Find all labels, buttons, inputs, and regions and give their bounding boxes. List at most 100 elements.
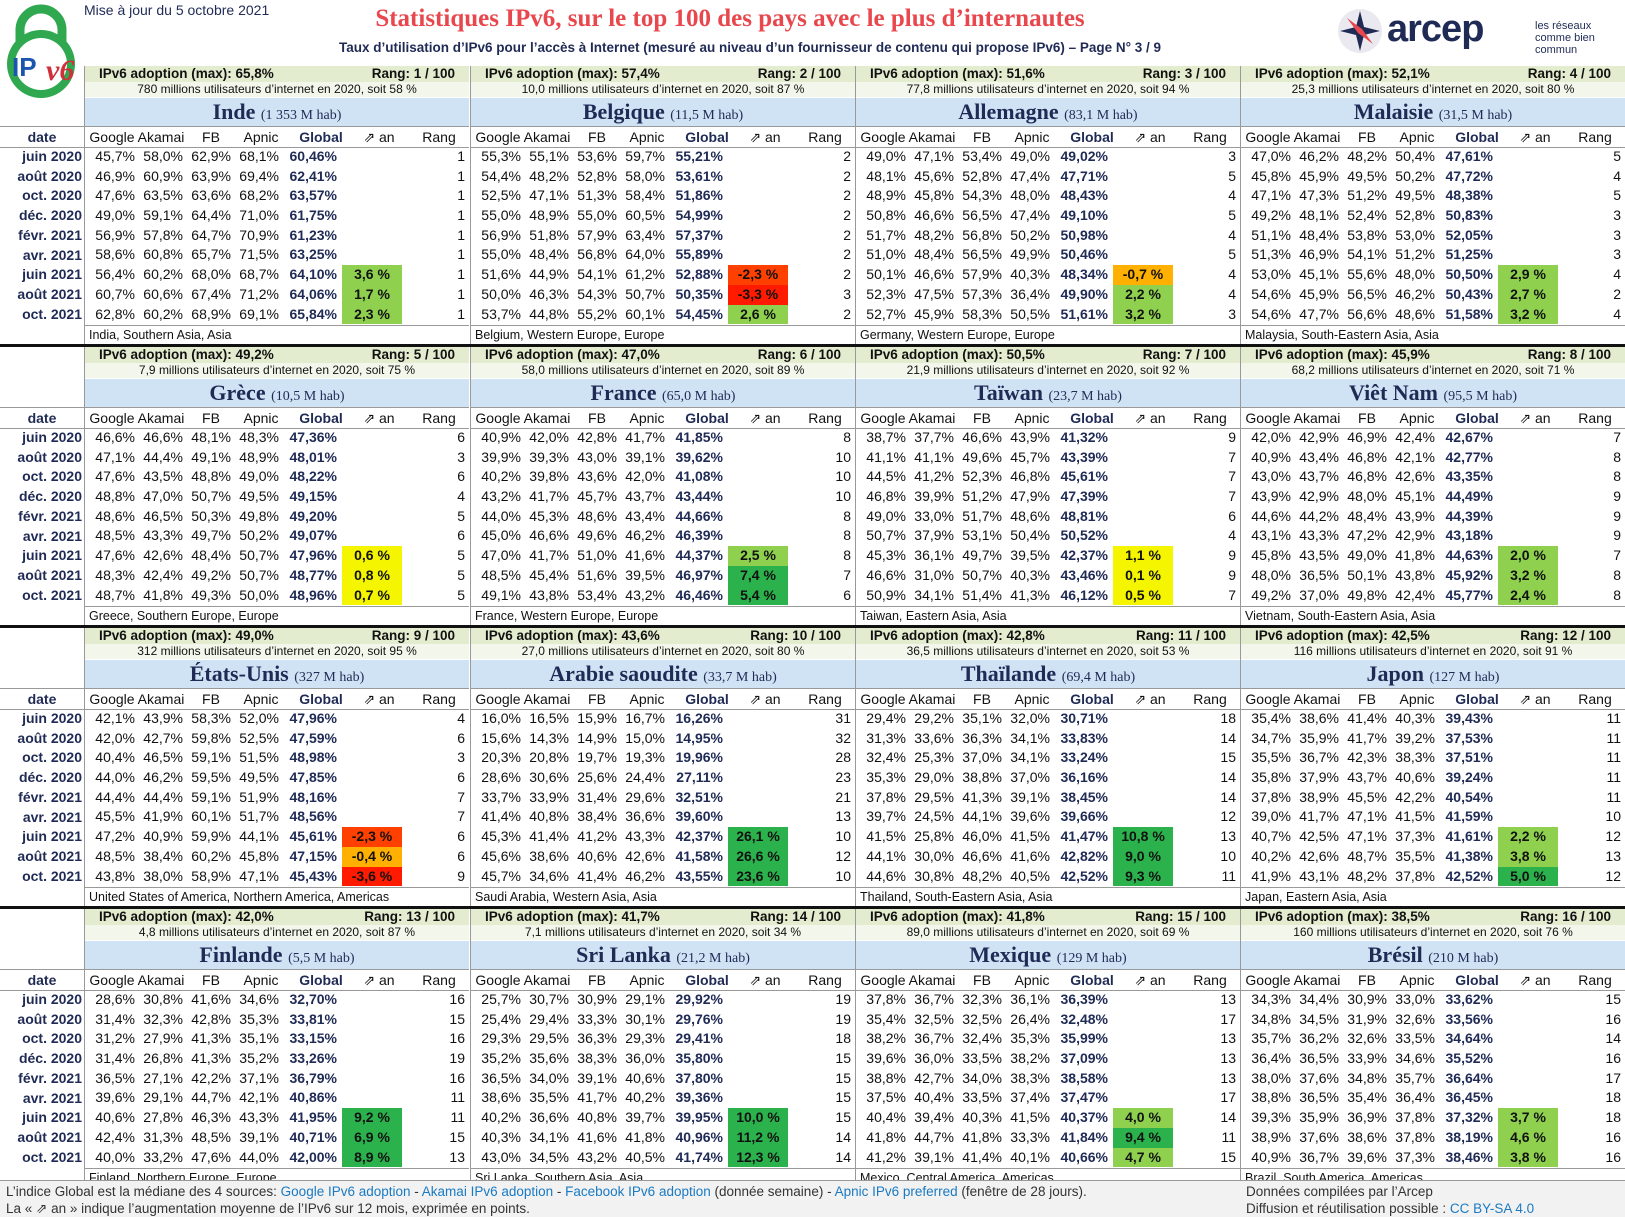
cell-rank: 18 [1220,710,1236,726]
cell-rank: 15 [1605,991,1621,1007]
cell-global: 61,23% [289,226,337,243]
column-header-row: Google Akamai FB Apnic Global ⇗ an Rang [1241,969,1625,991]
cell-akamai: 34,4% [1299,991,1339,1007]
cell-global: 48,34% [1060,266,1108,283]
table-row: 40,2% 36,6% 40,8% 39,7% 39,95% 10,0 % 15 [471,1108,855,1128]
country-rank: Rang: 13 / 100 [364,909,455,924]
date-cell: déc. 2020 [18,207,82,224]
cell-global: 48,22% [289,468,337,485]
cell-apnic: 19,3% [625,749,665,766]
cell-google: 33,7% [481,788,521,805]
table-row: 31,3% 33,6% 36,3% 34,1% 33,83% 14 [856,729,1240,749]
country-card: IPv6 adoption (max): 42,0% Rang: 13 / 100… [84,909,469,1187]
cell-google: 54,6% [1251,305,1291,322]
cell-fb: 41,7% [577,1089,617,1106]
table-row: 39,3% 35,9% 36,9% 37,8% 37,32% 3,7 % 18 [1241,1108,1625,1128]
cell-akamai: 30,7% [529,991,569,1007]
cell-global: 47,96% [289,710,337,726]
country-region: Malaysia, South-Eastern Asia, Asia [1241,325,1625,344]
license-link[interactable]: CC BY-SA 4.0 [1449,1201,1535,1216]
cell-akamai: 36,5% [1299,1089,1339,1106]
internet-users: 89,0 millions utilisateurs d’internet en… [856,925,1240,940]
cell-global: 46,12% [1060,586,1108,603]
cell-akamai: 35,6% [529,1050,569,1067]
adoption-max: IPv6 adoption (max): 42,5% [1255,628,1430,643]
cell-rank: 1 [457,305,465,322]
date-cell: juin 2021 [22,828,82,845]
cell-rank: 3 [457,448,465,465]
apnic-link[interactable]: Apnic IPv6 preferred [834,1184,958,1199]
cell-akamai: 29,4% [529,1010,569,1027]
cell-global: 65,84% [289,305,337,322]
country-rank: Rang: 7 / 100 [1142,347,1226,362]
cell-akamai: 41,7% [1299,808,1339,825]
akamai-link[interactable]: Akamai IPv6 adoption [421,1184,554,1199]
cell-rank: 12 [1605,867,1621,884]
cell-google: 52,7% [866,305,906,322]
cell-global: 47,39% [1060,488,1108,505]
cell-global: 39,60% [675,808,723,825]
google-link[interactable]: Google IPv6 adoption [280,1184,411,1199]
adoption-bar: IPv6 adoption (max): 50,5% Rang: 7 / 100 [856,347,1240,363]
column-header-evol: ⇗ an [1134,972,1166,988]
cell-global: 37,47% [1060,1089,1108,1106]
cell-rank: 2 [1613,285,1621,302]
cell-google: 38,9% [1251,1128,1291,1145]
country-name: Finlande [199,942,283,967]
cell-akamai: 43,5% [143,468,183,485]
cell-akamai: 42,7% [143,729,183,746]
cell-apnic: 41,3% [1010,586,1050,603]
cell-akamai: 27,9% [143,1030,183,1047]
cell-fb: 49,3% [191,586,231,603]
cell-global: 44,39% [1445,507,1493,524]
cell-global: 45,61% [289,828,337,845]
arcep-logo: arcep les réseaux comme bien commun [1335,6,1615,56]
cell-fb: 62,9% [191,148,231,164]
cell-global: 41,84% [1060,1128,1108,1145]
cell-fb: 43,7% [1347,769,1387,786]
cell-google: 38,8% [866,1069,906,1086]
cell-fb: 48,2% [962,867,1002,884]
internet-users: 116 millions utilisateurs d’internet en … [1241,644,1625,659]
country-name: Belgique [582,99,665,124]
country-population: (210 M hab) [1428,951,1499,966]
cell-google: 49,2% [1251,207,1291,224]
cell-global: 48,16% [289,788,337,805]
cell-apnic: 51,9% [239,788,279,805]
cell-akamai: 39,4% [914,1109,954,1126]
cell-akamai: 25,8% [914,828,954,845]
facebook-link[interactable]: Facebook IPv6 adoption [565,1184,711,1199]
column-header-rank: Rang [1578,691,1612,707]
column-header-google: Google [89,691,135,707]
cell-google: 42,4% [95,1128,135,1145]
table-row: 40,0% 33,2% 47,6% 44,0% 42,00% 8,9 % 13 [85,1147,469,1168]
cell-global: 51,58% [1445,305,1493,322]
cell-global: 44,37% [675,547,723,564]
cell-apnic: 52,0% [239,710,279,726]
cell-global: 33,56% [1445,1010,1493,1027]
cell-rank: 8 [843,507,851,524]
table-row: 31,2% 27,9% 41,3% 35,1% 33,15% 16 [85,1029,469,1049]
table-row: 56,4% 60,2% 68,0% 68,7% 64,10% 3,6 % 1 [85,265,469,285]
cell-rank: 7 [457,788,465,805]
cell-apnic: 42,4% [1395,586,1435,603]
cell-google: 38,8% [1251,1089,1291,1106]
cell-rank: 32 [835,729,851,746]
cell-akamai: 33,2% [143,1148,183,1165]
country-population: (10,5 M hab) [271,389,345,404]
country-population: (33,7 M hab) [703,670,777,685]
cell-akamai: 46,2% [1299,148,1339,164]
cell-fb: 48,0% [1347,488,1387,505]
table-row: 49,2% 37,0% 49,8% 42,4% 45,77% 2,4 % 8 [1241,585,1625,606]
cell-global: 48,96% [289,586,337,603]
cell-global: 42,37% [1060,547,1108,564]
cell-apnic: 71,2% [239,285,279,302]
column-header-akamai: Akamai [137,691,185,707]
country-name: Allemagne [958,99,1059,124]
cell-rank: 6 [457,847,465,864]
cell-rank: 19 [835,991,851,1007]
table-row: 36,5% 34,0% 39,1% 40,6% 37,80% 15 [471,1069,855,1089]
cell-fb: 32,3% [962,991,1002,1007]
cell-rank: 10 [835,468,851,485]
cell-fb: 36,3% [962,729,1002,746]
